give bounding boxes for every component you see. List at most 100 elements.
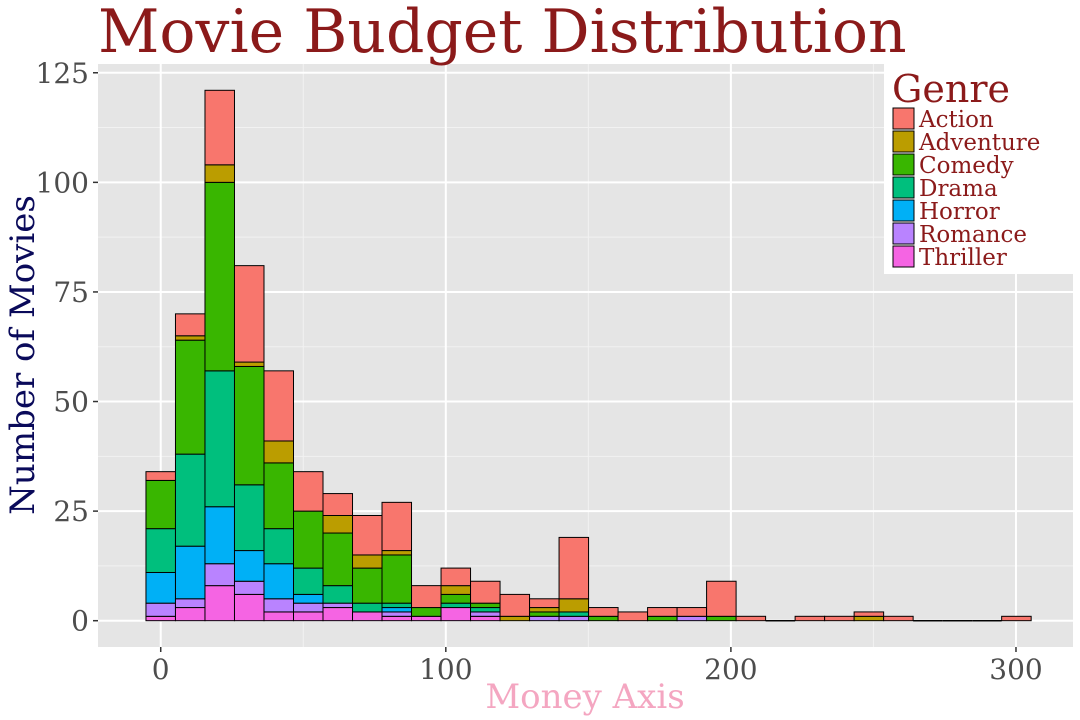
- bar-thriller: [204, 585, 235, 622]
- bar-adventure: [381, 550, 413, 556]
- x-tick-label: 200: [704, 653, 757, 686]
- bar-drama: [352, 602, 383, 613]
- legend: Genre ActionAdventureComedyDramaHorrorRo…: [884, 64, 1073, 274]
- bar-comedy: [233, 365, 265, 486]
- bar-romance: [233, 580, 265, 595]
- bar-action: [145, 471, 176, 481]
- bar-comedy: [204, 181, 235, 372]
- bar-action: [174, 313, 206, 337]
- bar-romance: [174, 598, 206, 609]
- bar-drama: [470, 607, 501, 613]
- bar-adventure: [529, 607, 560, 613]
- bar-action: [440, 567, 472, 587]
- y-tick-label: 125: [36, 57, 89, 90]
- bar-comedy: [263, 462, 294, 530]
- legend-background: [884, 64, 1073, 274]
- legend-label-drama: Drama: [919, 176, 998, 202]
- bar-action: [853, 611, 885, 617]
- x-tick-label: 100: [419, 653, 472, 686]
- bar-action: [588, 607, 619, 617]
- bar-thriller: [352, 611, 383, 622]
- bar-thriller: [145, 615, 176, 622]
- bar-thriller: [381, 615, 413, 622]
- y-tick-label: 0: [71, 605, 89, 638]
- bar-thriller: [233, 593, 265, 622]
- y-tick-label: 75: [53, 276, 89, 309]
- legend-label-action: Action: [918, 107, 994, 133]
- bar-comedy: [411, 607, 442, 617]
- bar-romance: [676, 615, 708, 622]
- bar-comedy: [529, 611, 560, 617]
- bar-romance: [263, 598, 294, 613]
- bar-drama: [381, 602, 413, 609]
- legend-swatch-drama: [892, 176, 915, 199]
- bar-comedy: [706, 615, 737, 622]
- bar-drama: [204, 370, 235, 508]
- bar-action: [263, 370, 294, 442]
- bar-adventure: [263, 440, 294, 464]
- bar-action: [706, 580, 737, 617]
- legend-label-adventure: Adventure: [918, 130, 1040, 156]
- bar-adventure: [440, 585, 472, 595]
- bar-drama: [440, 602, 472, 609]
- bar-adventure: [233, 361, 265, 367]
- bar-action: [676, 607, 708, 617]
- bar-drama: [263, 528, 294, 565]
- y-axis: 0 25 50 75 100 125: [36, 57, 98, 638]
- legend-label-comedy: Comedy: [919, 153, 1014, 179]
- bar-drama: [174, 453, 206, 547]
- bar-adventure: [853, 615, 885, 622]
- bar-action: [529, 598, 560, 609]
- bar-romance: [204, 563, 235, 587]
- x-axis: 0 100 200 300: [152, 647, 1043, 686]
- bars: [145, 89, 1032, 622]
- y-axis-title: Number of Movies: [3, 195, 43, 515]
- legend-swatch-comedy: [892, 153, 915, 176]
- legend-swatch-romance: [892, 222, 915, 245]
- legend-swatch-horror: [892, 199, 915, 222]
- bar-action: [647, 607, 678, 617]
- legend-swatch-action: [892, 107, 915, 130]
- bar-thriller: [411, 615, 442, 622]
- x-axis-title: Money Axis: [485, 677, 684, 717]
- bar-adventure: [499, 615, 531, 622]
- bar-action: [470, 580, 501, 604]
- bar-comedy: [381, 554, 413, 604]
- bar-comedy: [440, 593, 472, 604]
- bar-romance: [558, 615, 590, 622]
- bar-romance: [470, 611, 501, 617]
- bar-drama: [233, 484, 265, 552]
- legend-swatch-thriller: [892, 245, 915, 268]
- bar-horror: [145, 571, 176, 604]
- x-tick-label: 0: [152, 653, 170, 686]
- bar-action: [794, 615, 826, 622]
- bar-horror: [381, 607, 413, 613]
- bar-romance: [322, 602, 354, 609]
- bar-action: [1001, 615, 1032, 622]
- bar-comedy: [145, 479, 176, 530]
- bar-horror: [263, 563, 294, 600]
- bar-thriller: [440, 607, 472, 622]
- bar-action: [233, 265, 265, 363]
- bar-adventure: [204, 164, 235, 183]
- bar-adventure: [558, 598, 590, 613]
- bar-drama: [558, 611, 590, 617]
- legend-label-thriller: Thriller: [919, 245, 1007, 271]
- bar-drama: [292, 567, 324, 595]
- bar-romance: [529, 615, 560, 622]
- bar-action: [499, 593, 531, 617]
- bar-action: [824, 615, 855, 622]
- legend-swatch-adventure: [892, 130, 915, 153]
- bar-thriller: [292, 611, 324, 622]
- bar-action: [322, 493, 354, 516]
- legend-label-horror: Horror: [919, 199, 1000, 225]
- bar-action: [381, 501, 413, 552]
- bar-adventure: [174, 335, 206, 341]
- bar-comedy: [352, 567, 383, 604]
- bar-action: [617, 611, 649, 622]
- bar-romance: [381, 611, 413, 617]
- bar-adventure: [352, 554, 383, 569]
- y-tick-label: 100: [36, 166, 89, 199]
- bar-action: [352, 514, 383, 556]
